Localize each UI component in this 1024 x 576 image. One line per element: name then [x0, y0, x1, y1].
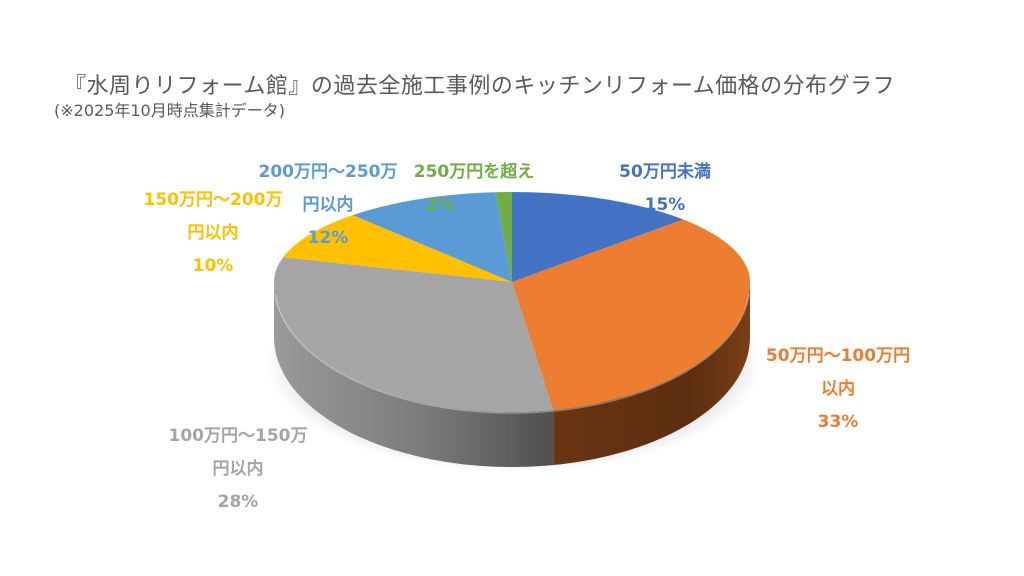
chart-title: 『水周りリフォーム館』の過去全施工事例のキッチンリフォーム価格の分布グラフ — [64, 74, 896, 99]
pie-slice-under-50[interactable] — [512, 192, 684, 282]
pie-slice-50-100[interactable] — [512, 219, 750, 411]
label-50-100: 50万円～100万円 以内 33% — [765, 346, 911, 432]
pie-slice-200-250[interactable] — [352, 192, 512, 282]
pie-slice-100-150[interactable] — [274, 257, 554, 412]
pie-side-100-150 — [274, 282, 554, 467]
pie-slice-150-200[interactable] — [283, 215, 512, 282]
label-100-150: 100万円～150万 円以内 28% — [168, 426, 308, 512]
pie-slice-over-250[interactable] — [495, 192, 512, 282]
label-over-250: 250万円を超え 2% — [413, 162, 535, 215]
pie-side-50-100 — [553, 282, 750, 465]
pie-rim-highlight — [274, 294, 750, 414]
label-200-250: 200万円～250万 円以内 12% — [258, 162, 398, 248]
label-150-200: 150万円～200万 円以内 10% — [143, 190, 283, 276]
label-under-50: 50万円未満 15% — [619, 162, 711, 215]
chart-subtitle: (※2025年10月時点集計データ) — [54, 101, 285, 120]
